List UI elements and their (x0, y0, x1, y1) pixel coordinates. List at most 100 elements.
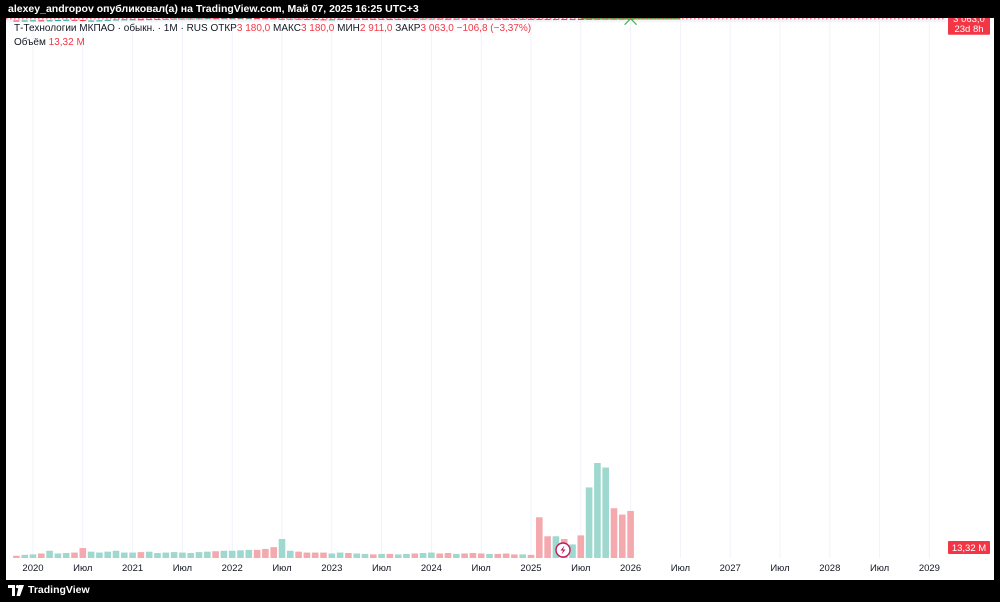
candle-body (362, 18, 368, 20)
chart-panel[interactable]: 431,8 (14,08%) 2 159 800,01 200,01 600,0… (6, 0, 994, 580)
candle[interactable] (486, 18, 493, 20)
candle[interactable] (146, 19, 153, 21)
candle[interactable] (46, 20, 53, 22)
candle-body (96, 20, 103, 22)
candle[interactable] (30, 20, 36, 22)
candle[interactable] (453, 18, 460, 20)
candle-body (395, 18, 402, 20)
candle-body (162, 18, 169, 20)
volume-bar (204, 551, 211, 558)
countdown-label: 23d 8h (954, 24, 983, 35)
volume-bar (212, 551, 219, 558)
volume-legend-row[interactable]: Объём 13,32 M (14, 36, 531, 50)
candle-body (212, 18, 219, 20)
candle-body (113, 19, 119, 21)
open-value: 3 180,0 (236, 23, 271, 34)
candle[interactable] (71, 19, 78, 21)
candle[interactable] (104, 19, 111, 21)
candle[interactable] (320, 19, 327, 21)
flash-icon[interactable] (555, 542, 571, 558)
candle[interactable] (569, 18, 576, 20)
volume-bar (220, 550, 228, 558)
candle[interactable] (561, 18, 568, 20)
candle-body (63, 19, 70, 21)
candle[interactable] (378, 18, 385, 20)
candle[interactable] (544, 18, 551, 20)
volume-bar (419, 553, 427, 558)
last-price-label: 3 063,0 (953, 18, 985, 25)
time-tick-label: 2024 (421, 563, 442, 574)
candle[interactable] (21, 20, 28, 22)
candle[interactable] (337, 18, 344, 20)
low-label: МИН (337, 23, 360, 34)
candle-body (436, 18, 443, 20)
candle[interactable] (121, 19, 128, 21)
candle[interactable] (445, 18, 451, 20)
candle[interactable] (254, 18, 261, 20)
candle[interactable] (386, 18, 393, 20)
volume-bar (187, 553, 194, 558)
candle-body (503, 18, 510, 20)
volume-badge-label: 13,32 M (952, 543, 986, 554)
candle[interactable] (370, 18, 377, 20)
candle[interactable] (38, 20, 45, 22)
candle-body (13, 20, 20, 22)
candle[interactable] (113, 19, 119, 21)
candle[interactable] (494, 18, 501, 20)
candle-body (536, 18, 543, 20)
candle[interactable] (328, 19, 335, 21)
volume-bar (228, 550, 236, 558)
candle[interactable] (237, 18, 244, 20)
volume-bar (29, 554, 37, 558)
open-label: ОТКР (210, 23, 237, 34)
candle-body (129, 19, 136, 21)
volume-label: Объём (14, 37, 46, 48)
candle[interactable] (162, 18, 169, 20)
candle[interactable] (154, 18, 161, 21)
volume-bar (511, 554, 518, 558)
candle[interactable] (436, 18, 443, 20)
volume-bar (569, 544, 576, 558)
candle[interactable] (137, 19, 144, 21)
candle-body (552, 18, 559, 20)
candle[interactable] (54, 19, 61, 22)
candle[interactable] (345, 18, 352, 20)
candle[interactable] (478, 18, 485, 20)
candle[interactable] (469, 18, 476, 20)
candle[interactable] (79, 19, 86, 22)
candle[interactable] (13, 20, 20, 22)
candle-body (337, 18, 344, 20)
grid-lines (6, 17, 946, 558)
candle[interactable] (129, 19, 136, 21)
candle-body (544, 18, 551, 20)
symbol-legend-row[interactable]: Т-Технологии МКПАО · обыкн. · 1M · RUS О… (14, 22, 531, 36)
candle[interactable] (262, 18, 269, 20)
candle[interactable] (220, 18, 227, 20)
candle[interactable] (63, 19, 70, 21)
volume-bar (602, 467, 609, 558)
volume-bar (79, 548, 87, 558)
candle[interactable] (88, 20, 95, 22)
candle-body (254, 18, 261, 20)
candle[interactable] (270, 18, 277, 20)
tradingview-logo[interactable]: TradingView (8, 584, 90, 596)
candle[interactable] (245, 18, 252, 20)
volume-bar (370, 554, 377, 558)
volume-bar (494, 553, 502, 558)
candle-body (38, 20, 45, 22)
candle[interactable] (353, 18, 360, 20)
time-tick-label: 2029 (919, 563, 940, 574)
time-tick-label: Июл (173, 563, 192, 574)
price-chart[interactable]: 431,8 (14,08%) 2 159 800,01 200,01 600,0… (6, 0, 994, 580)
candle[interactable] (212, 18, 219, 20)
candle[interactable] (229, 18, 236, 20)
volume-bar (336, 552, 344, 558)
volume-bar (619, 514, 626, 558)
candle[interactable] (362, 18, 368, 20)
candle[interactable] (96, 20, 103, 22)
volume-bar (536, 517, 543, 558)
volume-bars (13, 463, 634, 558)
candle[interactable] (461, 18, 468, 20)
candle[interactable] (552, 18, 559, 20)
time-tick-label: Июл (671, 563, 690, 574)
